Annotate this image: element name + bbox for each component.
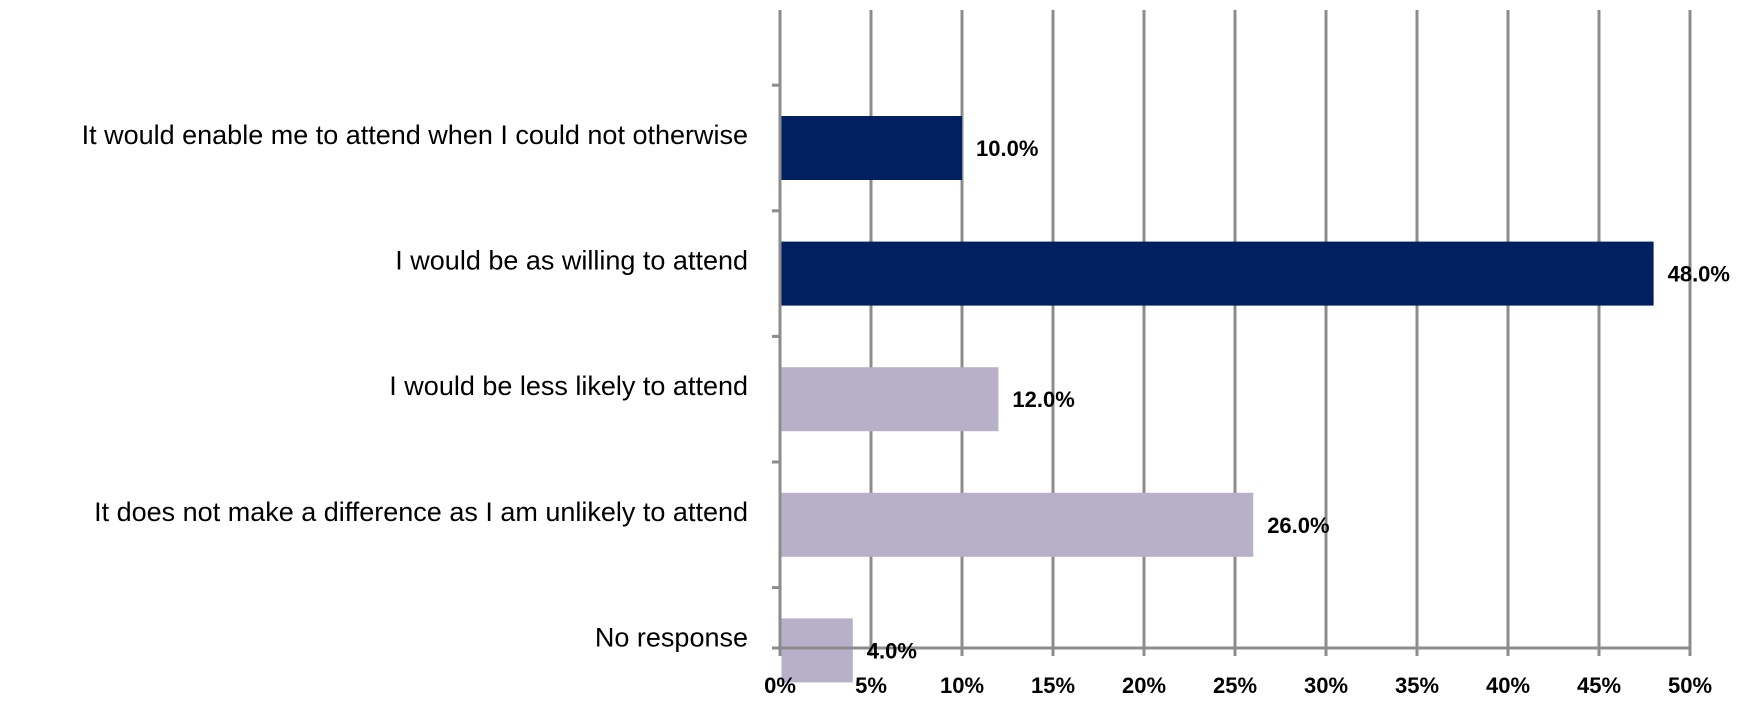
axes (772, 10, 1692, 656)
bar-5 (781, 618, 853, 683)
bars (781, 116, 1654, 683)
x-tick-label: 20% (1122, 673, 1166, 698)
category-label: It would enable me to attend when I coul… (82, 120, 748, 150)
bar-3 (781, 367, 999, 432)
data-label: 12.0% (1012, 387, 1074, 412)
category-label: No response (595, 622, 748, 652)
data-label: 4.0% (867, 638, 917, 663)
x-tick-label: 30% (1304, 673, 1348, 698)
labels: 0% 5% 10% 15% 20% 25% 30% 35% 40% 45% 50% It would … (82, 120, 1730, 698)
bar-4 (781, 492, 1254, 557)
x-tick-label: 50% (1668, 673, 1712, 698)
x-tick-label: 25% (1213, 673, 1257, 698)
bar-1 (781, 116, 962, 180)
category-label: I would be less likely to attend (389, 371, 748, 401)
category-label: It does not make a difference as I am un… (94, 497, 748, 527)
x-tick-label: 35% (1395, 673, 1439, 698)
x-tick-label: 5% (855, 673, 887, 698)
category-label: I would be as willing to attend (395, 246, 748, 276)
data-label: 10.0% (976, 136, 1038, 161)
x-tick-label: 0% (764, 673, 796, 698)
data-label: 26.0% (1267, 513, 1329, 538)
data-label: 48.0% (1668, 262, 1730, 287)
x-tick-label: 15% (1031, 673, 1075, 698)
x-tick-label: 45% (1577, 673, 1621, 698)
x-tick-label: 10% (940, 673, 984, 698)
x-tick-label: 40% (1486, 673, 1530, 698)
bar-2 (781, 241, 1654, 306)
